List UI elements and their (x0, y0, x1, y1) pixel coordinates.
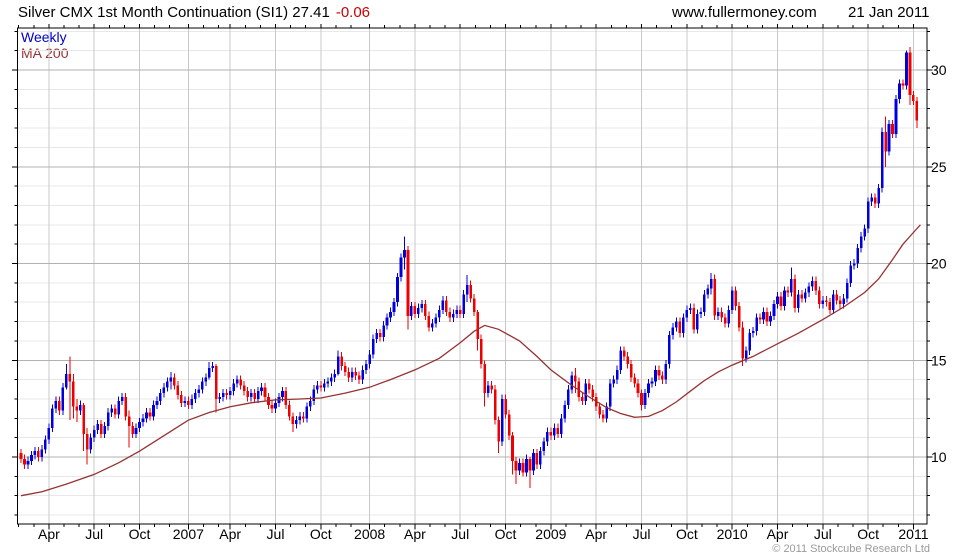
svg-text:15: 15 (931, 352, 947, 368)
svg-text:Jul: Jul (267, 526, 285, 542)
date-label: 21 Jan 2011 (848, 4, 930, 21)
svg-text:Oct: Oct (676, 526, 698, 542)
svg-text:Apr: Apr (38, 526, 60, 542)
instrument-title: Silver CMX 1st Month Continuation (SI1) … (18, 4, 330, 21)
svg-text:Oct: Oct (129, 526, 151, 542)
chart-title: Silver CMX 1st Month Continuation (SI1) … (18, 4, 370, 21)
svg-text:20: 20 (931, 256, 947, 272)
svg-text:Oct: Oct (495, 526, 517, 542)
svg-text:Apr: Apr (404, 526, 426, 542)
svg-text:2007: 2007 (173, 526, 204, 542)
svg-text:Apr: Apr (219, 526, 241, 542)
price-change: -0.06 (335, 4, 371, 21)
svg-text:30: 30 (931, 62, 947, 78)
axes (12, 24, 933, 530)
svg-text:2009: 2009 (535, 526, 566, 542)
legend-timeframe: Weekly (21, 29, 67, 45)
svg-text:25: 25 (931, 159, 947, 175)
svg-text:2010: 2010 (717, 526, 748, 542)
svg-text:2011: 2011 (898, 526, 928, 542)
grid-minor (17, 30, 927, 516)
svg-text:Apr: Apr (585, 526, 607, 542)
legend-ma200: MA 200 (21, 45, 69, 61)
website-label: www.fullermoney.com (672, 4, 817, 21)
svg-text:Jul: Jul (633, 526, 651, 542)
svg-text:10: 10 (931, 449, 947, 465)
x-axis-labels: Apr Jul Oct 2007 Apr Jul Oct 2008 Apr Jul Oct 2009 A… (38, 526, 929, 542)
svg-text:2008: 2008 (354, 526, 385, 542)
svg-text:Jul: Jul (814, 526, 832, 542)
candlesticks (19, 46, 919, 488)
y-axis-labels: 10 15 20 25 30 (931, 62, 947, 465)
grid-major (17, 69, 927, 458)
svg-text:Jul: Jul (451, 526, 469, 542)
copyright-notice: © 2011 Stockcube Research Ltd (772, 543, 930, 555)
svg-text:Oct: Oct (310, 526, 332, 542)
svg-text:Apr: Apr (767, 526, 789, 542)
svg-text:Oct: Oct (857, 526, 879, 542)
ma-200-line (20, 224, 921, 497)
grid-vertical (48, 28, 914, 524)
svg-text:Jul: Jul (85, 526, 103, 542)
